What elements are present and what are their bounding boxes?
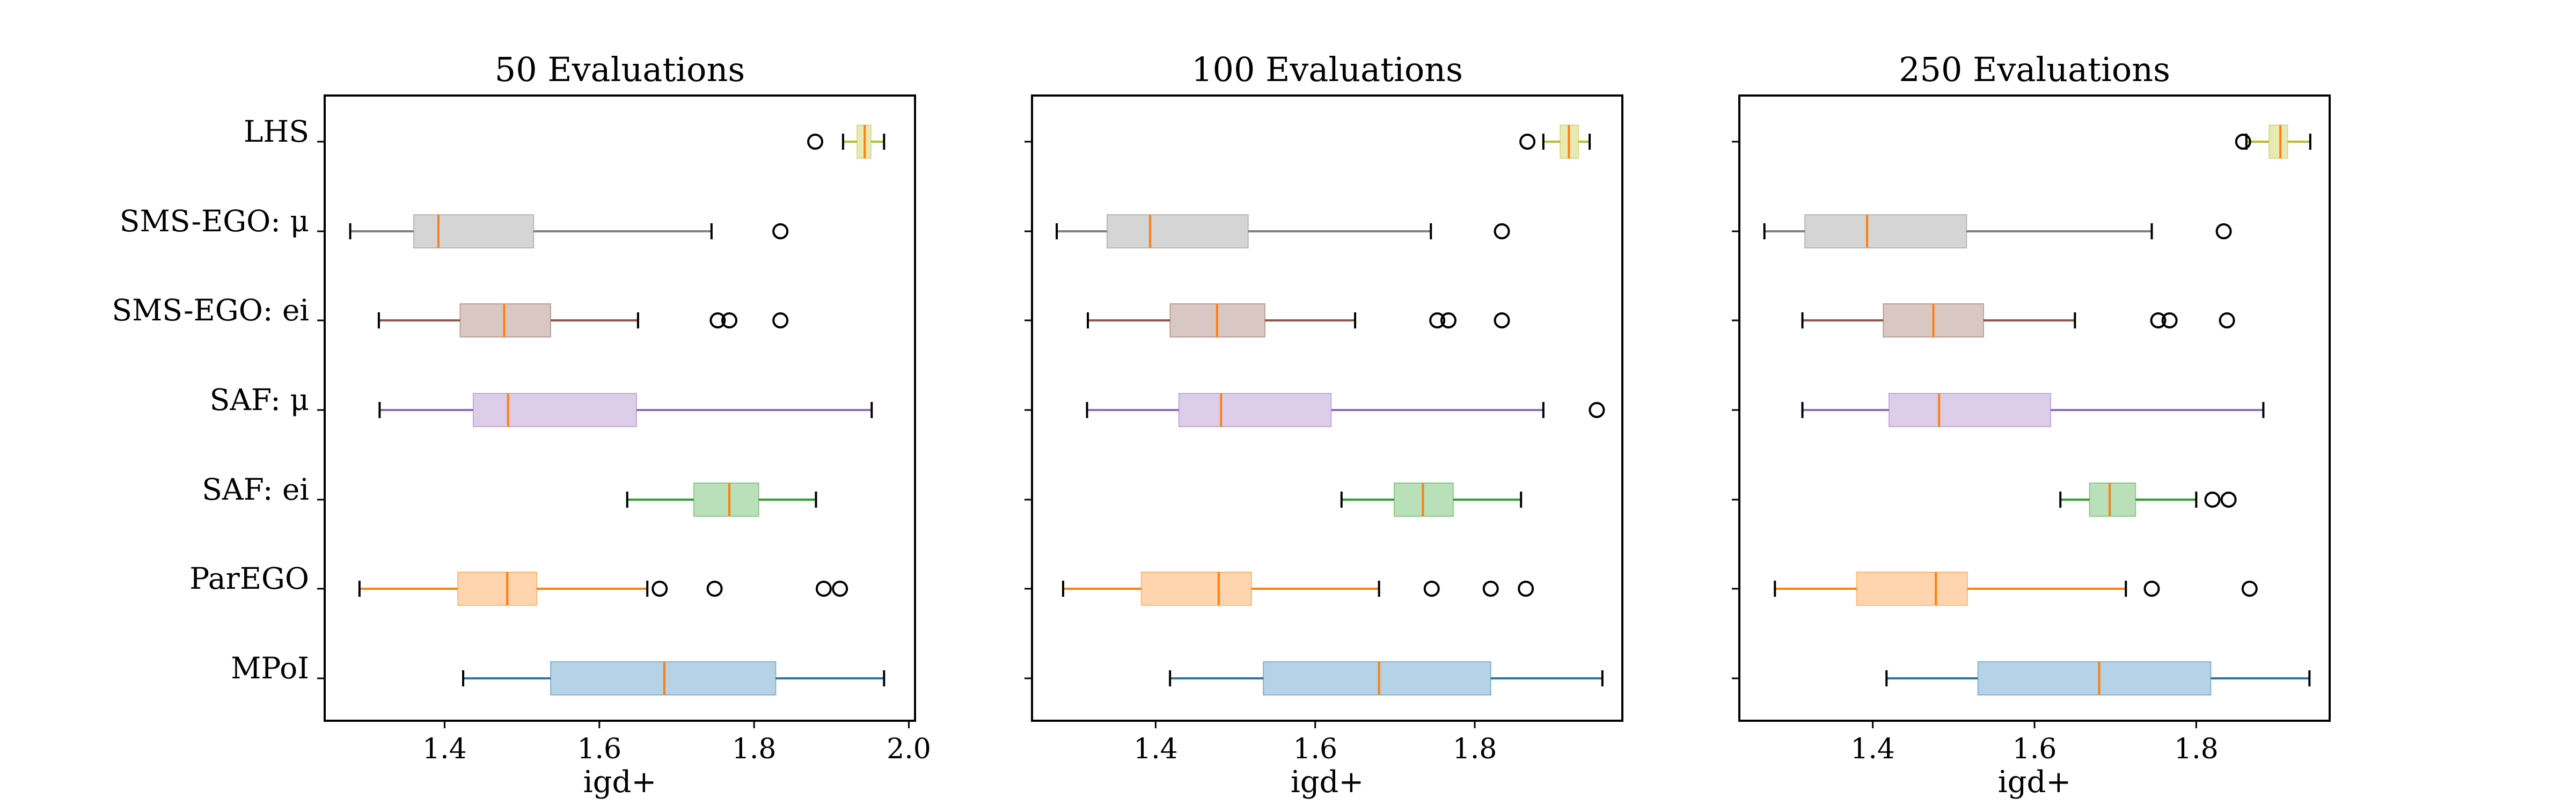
iqr-box	[550, 661, 777, 696]
x-axis-label: igd+	[1291, 765, 1364, 800]
outlier-point	[2161, 312, 2178, 328]
box-lhs	[807, 125, 885, 159]
y-tick-label-mpoi: MPoI	[231, 651, 309, 685]
iqr-box	[1263, 661, 1491, 696]
x-tick-label: 1.8	[1453, 733, 1497, 765]
iqr-box	[1856, 572, 1968, 606]
y-tick-label-parego: ParEGO	[189, 561, 309, 596]
x-tick-label: 1.8	[2174, 733, 2219, 765]
outlier-point	[2220, 492, 2237, 508]
outlier-point	[2204, 492, 2221, 508]
x-tick-label: 1.6	[2012, 733, 2057, 765]
outlier-point	[772, 312, 789, 328]
iqr-box	[2268, 125, 2288, 159]
panel-50-evaluations: 50 Evaluations igd+ LHS SMS-EGO: μ SMS-E…	[112, 50, 931, 800]
iqr-box	[1977, 661, 2212, 696]
iqr-box	[457, 572, 538, 606]
outlier-point	[1423, 581, 1440, 597]
outlier-point	[1589, 402, 1605, 418]
x-axis-label: igd+	[1998, 765, 2072, 800]
outlier-point	[709, 312, 726, 328]
x-tick-label: 1.4	[1133, 733, 1178, 765]
box-mpoi	[1169, 661, 1604, 696]
box-sms-ego-ei	[377, 303, 789, 338]
x-tick-label: 1.8	[732, 733, 777, 765]
outlier-point	[721, 312, 737, 328]
box-parego	[1062, 572, 1534, 606]
box-mpoi	[462, 661, 885, 696]
iqr-box	[2089, 482, 2136, 517]
x-tick-label: 1.4	[422, 733, 467, 765]
box-parego	[358, 572, 848, 606]
outlier-point	[2143, 581, 2160, 597]
panel-250-evaluations: 250 Evaluations igd+ 1.4 1.6 1.8	[1732, 50, 2331, 800]
outlier-point	[832, 581, 848, 597]
outlier-point	[1518, 581, 1534, 597]
outlier-point	[772, 223, 789, 239]
box-sms-ego-ei	[1801, 303, 2235, 338]
outlier-point	[652, 581, 668, 597]
outlier-point	[2241, 581, 2258, 597]
outlier-point	[1494, 312, 1510, 328]
iqr-box	[1140, 572, 1252, 606]
box-lhs	[1519, 125, 1591, 159]
outlier-point	[1494, 223, 1510, 239]
plot-area-frame	[324, 94, 916, 722]
box-saf-ei	[2059, 482, 2237, 517]
y-tick-label-saf-mu: SAF: μ	[210, 383, 309, 417]
iqr-box	[1888, 393, 2052, 427]
iqr-box	[1106, 214, 1249, 248]
panel-title: 250 Evaluations	[1899, 50, 2170, 89]
y-tick-labels: LHS SMS-EGO: μ SMS-EGO: ei SAF: μ SAF: e…	[112, 114, 309, 685]
outlier-point	[2219, 312, 2235, 328]
box-sms-ego-ei	[1087, 303, 1510, 338]
y-tick-label-lhs: LHS	[244, 114, 309, 149]
outlier-point	[1482, 581, 1499, 597]
box-saf-mu	[1801, 393, 2265, 427]
y-tick-label-sms-ego-ei: SMS-EGO: ei	[112, 293, 309, 327]
box-saf-mu	[1086, 393, 1605, 427]
box-saf-ei	[1340, 482, 1523, 517]
outlier-point	[1429, 312, 1446, 328]
x-tick-label: 2.0	[887, 733, 931, 765]
outlier-point	[1519, 134, 1536, 150]
box-sms-ego-mu	[349, 214, 789, 248]
iqr-box	[472, 393, 637, 427]
y-tick-label-sms-ego-mu: SMS-EGO: μ	[120, 204, 309, 238]
outlier-point	[2150, 312, 2167, 328]
outlier-point	[2235, 134, 2251, 150]
iqr-box	[1178, 393, 1332, 427]
box-saf-ei	[626, 482, 817, 517]
box-saf-mu	[378, 393, 873, 427]
box-parego	[1774, 572, 2258, 606]
outlier-point	[1440, 312, 1457, 328]
panel-title: 50 Evaluations	[495, 50, 745, 89]
box-mpoi	[1885, 661, 2311, 696]
iqr-box	[1804, 214, 1967, 248]
outlier-point	[815, 581, 832, 597]
plot-area-frame	[1031, 94, 1623, 722]
x-tick-label: 1.4	[1850, 733, 1895, 765]
x-tick-label: 1.6	[577, 733, 621, 765]
outlier-point	[706, 581, 723, 597]
box-lhs	[2235, 125, 2311, 159]
iqr-box	[413, 214, 535, 248]
x-tick-label: 1.6	[1293, 733, 1337, 765]
panel-title: 100 Evaluations	[1191, 50, 1463, 89]
y-tick-label-saf-ei: SAF: ei	[202, 472, 309, 507]
x-axis-label: igd+	[583, 765, 657, 800]
iqr-box	[459, 303, 551, 338]
box-sms-ego-mu	[1763, 214, 2232, 248]
panel-100-evaluations: 100 Evaluations igd+ 1.4 1.6 1.8	[1024, 50, 1623, 800]
iqr-box	[693, 482, 759, 517]
box-sms-ego-mu	[1056, 214, 1510, 248]
outlier-point	[807, 134, 824, 150]
outlier-point	[2215, 223, 2232, 239]
